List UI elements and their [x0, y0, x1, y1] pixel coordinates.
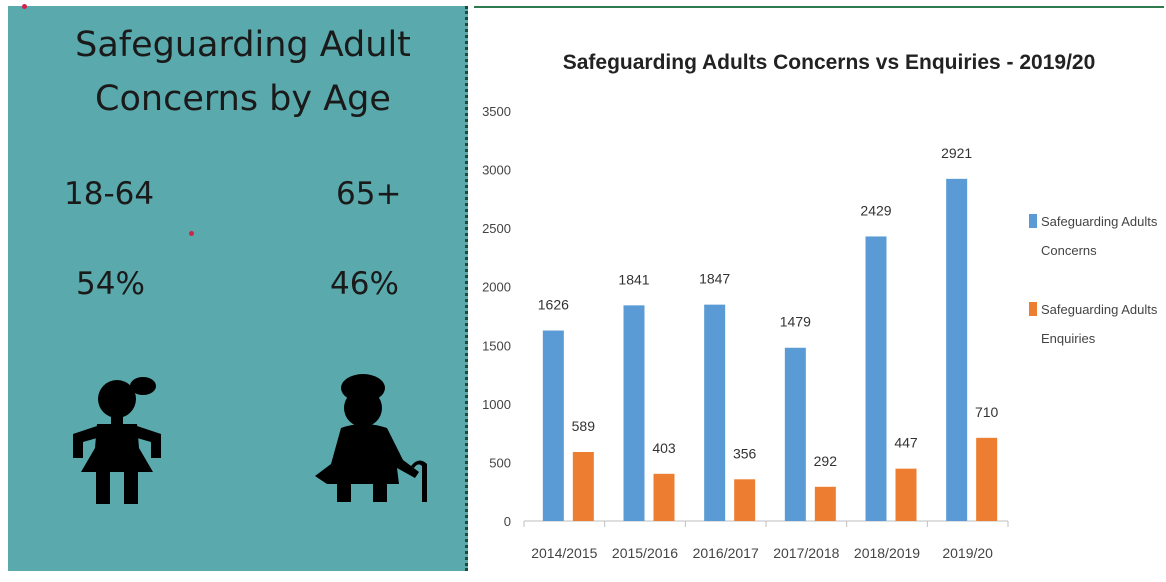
age-group-label-18-64: 18-64 [64, 176, 155, 212]
data-label: 1847 [699, 271, 730, 287]
bar-enquiries [653, 473, 675, 521]
legend: Safeguarding Adults Concerns Safeguarding … [1029, 214, 1158, 346]
legend-swatch [1029, 214, 1037, 228]
y-tick-label: 2500 [482, 221, 511, 236]
data-label: 356 [733, 445, 757, 461]
age-infographic-panel: Safeguarding Adult Concerns by Age 18-64… [8, 4, 468, 571]
bar-enquiries [734, 479, 756, 521]
y-tick-label: 0 [504, 514, 511, 529]
age-group-percent-65-plus: 46% [330, 266, 399, 302]
y-tick-label: 1500 [482, 338, 511, 353]
infographic-title-line1: Safeguarding Adult [75, 25, 411, 65]
legend-label: Safeguarding Adults Enquiries [1041, 302, 1158, 346]
x-tick-label: 2015/2016 [612, 545, 678, 561]
data-label: 2921 [941, 145, 972, 161]
data-label: 1841 [618, 271, 649, 287]
data-label: 589 [572, 418, 596, 434]
young-girl-icon [73, 377, 161, 504]
chart-title: Safeguarding Adults Concerns vs Enquirie… [563, 51, 1096, 74]
bar-enquiries [895, 468, 917, 521]
infographic-title: Safeguarding Adult Concerns by Age [8, 18, 478, 127]
bar-concerns [946, 178, 968, 521]
data-label: 292 [814, 453, 838, 469]
bar-concerns [865, 236, 887, 521]
x-tick-label: 2014/2015 [531, 545, 597, 561]
x-tick-label: 2016/2017 [693, 545, 759, 561]
bar-enquiries [976, 437, 998, 521]
y-axis: 0 500 1000 1500 2000 2500 3000 3500 [482, 104, 511, 529]
y-tick-label: 1000 [482, 397, 511, 412]
data-label: 447 [894, 435, 918, 451]
bar-concerns [623, 305, 645, 521]
infographic-title-line2: Concerns by Age [95, 79, 391, 120]
age-group-percent-18-64: 54% [76, 266, 145, 302]
data-label: 1626 [538, 297, 569, 313]
data-label: 1479 [780, 314, 811, 330]
y-tick-label: 500 [489, 455, 511, 470]
data-label: 403 [652, 440, 676, 456]
bar-enquiries [814, 486, 836, 521]
data-label: 2429 [860, 202, 891, 218]
x-tick-label: 2018/2019 [854, 545, 920, 561]
age-group-label-65-plus: 65+ [336, 176, 402, 212]
legend-label: Safeguarding Adults Concerns [1041, 214, 1158, 258]
concerns-vs-enquiries-chart: Safeguarding Adults Concerns vs Enquirie… [482, 51, 1158, 561]
bar-enquiries [572, 452, 594, 521]
data-label: 710 [975, 404, 999, 420]
bar-concerns [784, 347, 806, 521]
x-tick-label: 2019/20 [942, 545, 993, 561]
bar-concerns [704, 304, 726, 521]
y-tick-label: 3500 [482, 104, 511, 119]
x-tick-label: 2017/2018 [773, 545, 839, 561]
elderly-woman-with-cane-icon [315, 374, 427, 502]
y-tick-label: 3000 [482, 163, 511, 178]
decorative-dot [189, 231, 194, 236]
x-axis: 2014/2015 2015/2016 2016/2017 2017/2018 2018… [523, 520, 1009, 561]
legend-swatch [1029, 302, 1037, 316]
bar-concerns [542, 330, 564, 521]
bars: 1626 589 1841 403 1847 356 1479 292 2429 447 2921 7… [538, 145, 999, 521]
decorative-dot [22, 4, 27, 9]
chart-panel: Safeguarding Adults Concerns vs Enquirie… [474, 6, 1164, 577]
y-tick-label: 2000 [482, 280, 511, 295]
